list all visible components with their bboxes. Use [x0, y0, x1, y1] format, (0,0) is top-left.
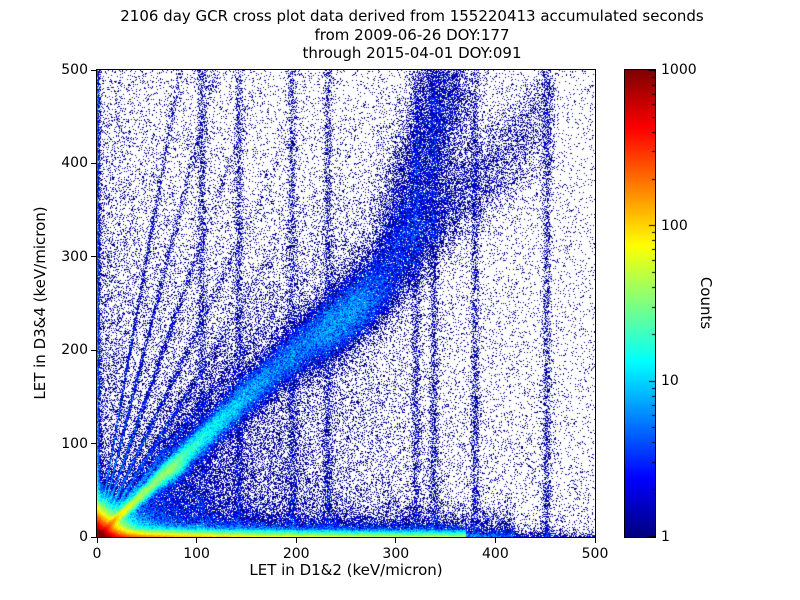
- x-tick-label: 0: [92, 546, 102, 562]
- x-tick-label: 400: [482, 546, 509, 562]
- x-axis-tick: [96, 538, 98, 543]
- colorbar-tick-label: 1000: [661, 62, 697, 78]
- chart-subtitle-from: from 2009-06-26 DOY:177: [314, 26, 510, 44]
- y-axis-label: LET in D3&4 (keV/micron): [31, 206, 49, 400]
- colorbar-gradient-canvas: [625, 70, 655, 537]
- colorbar-tick-label: 100: [661, 217, 688, 234]
- y-axis-tick: [91, 256, 96, 258]
- chart-subtitle-through: through 2015-04-01 DOY:091: [302, 44, 522, 62]
- colorbar-tick-label: 10: [661, 373, 679, 390]
- x-axis-tick: [494, 538, 496, 543]
- x-axis-tick: [594, 538, 596, 543]
- y-axis-tick: [91, 69, 96, 71]
- x-tick-label: 300: [382, 546, 410, 562]
- y-axis-tick: [91, 443, 96, 445]
- colorbar-label: Counts: [697, 276, 715, 330]
- x-tick-label: 200: [282, 546, 310, 562]
- chart-title: 2106 day GCR cross plot data derived fro…: [120, 7, 704, 25]
- plot-area: [96, 69, 596, 538]
- y-tick-label: 100: [61, 435, 88, 452]
- y-axis-tick: [91, 536, 96, 538]
- x-axis-tick: [295, 538, 297, 543]
- heatmap-canvas: [97, 70, 595, 537]
- x-axis-tick: [196, 538, 198, 543]
- x-tick-label: 100: [183, 546, 210, 562]
- y-tick-label: 500: [61, 62, 88, 78]
- y-tick-label: 300: [61, 248, 88, 265]
- y-axis-tick: [91, 162, 96, 164]
- y-axis-tick: [91, 349, 96, 351]
- y-tick-label: 200: [61, 342, 88, 359]
- y-tick-label: 0: [79, 529, 88, 545]
- y-tick-label: 400: [61, 155, 88, 172]
- x-axis-label: LET in D1&2 (keV/micron): [249, 561, 443, 579]
- colorbar-tick-label: 1: [661, 529, 670, 545]
- x-tick-label: 500: [581, 546, 609, 562]
- x-axis-tick: [395, 538, 397, 543]
- colorbar: [624, 69, 656, 538]
